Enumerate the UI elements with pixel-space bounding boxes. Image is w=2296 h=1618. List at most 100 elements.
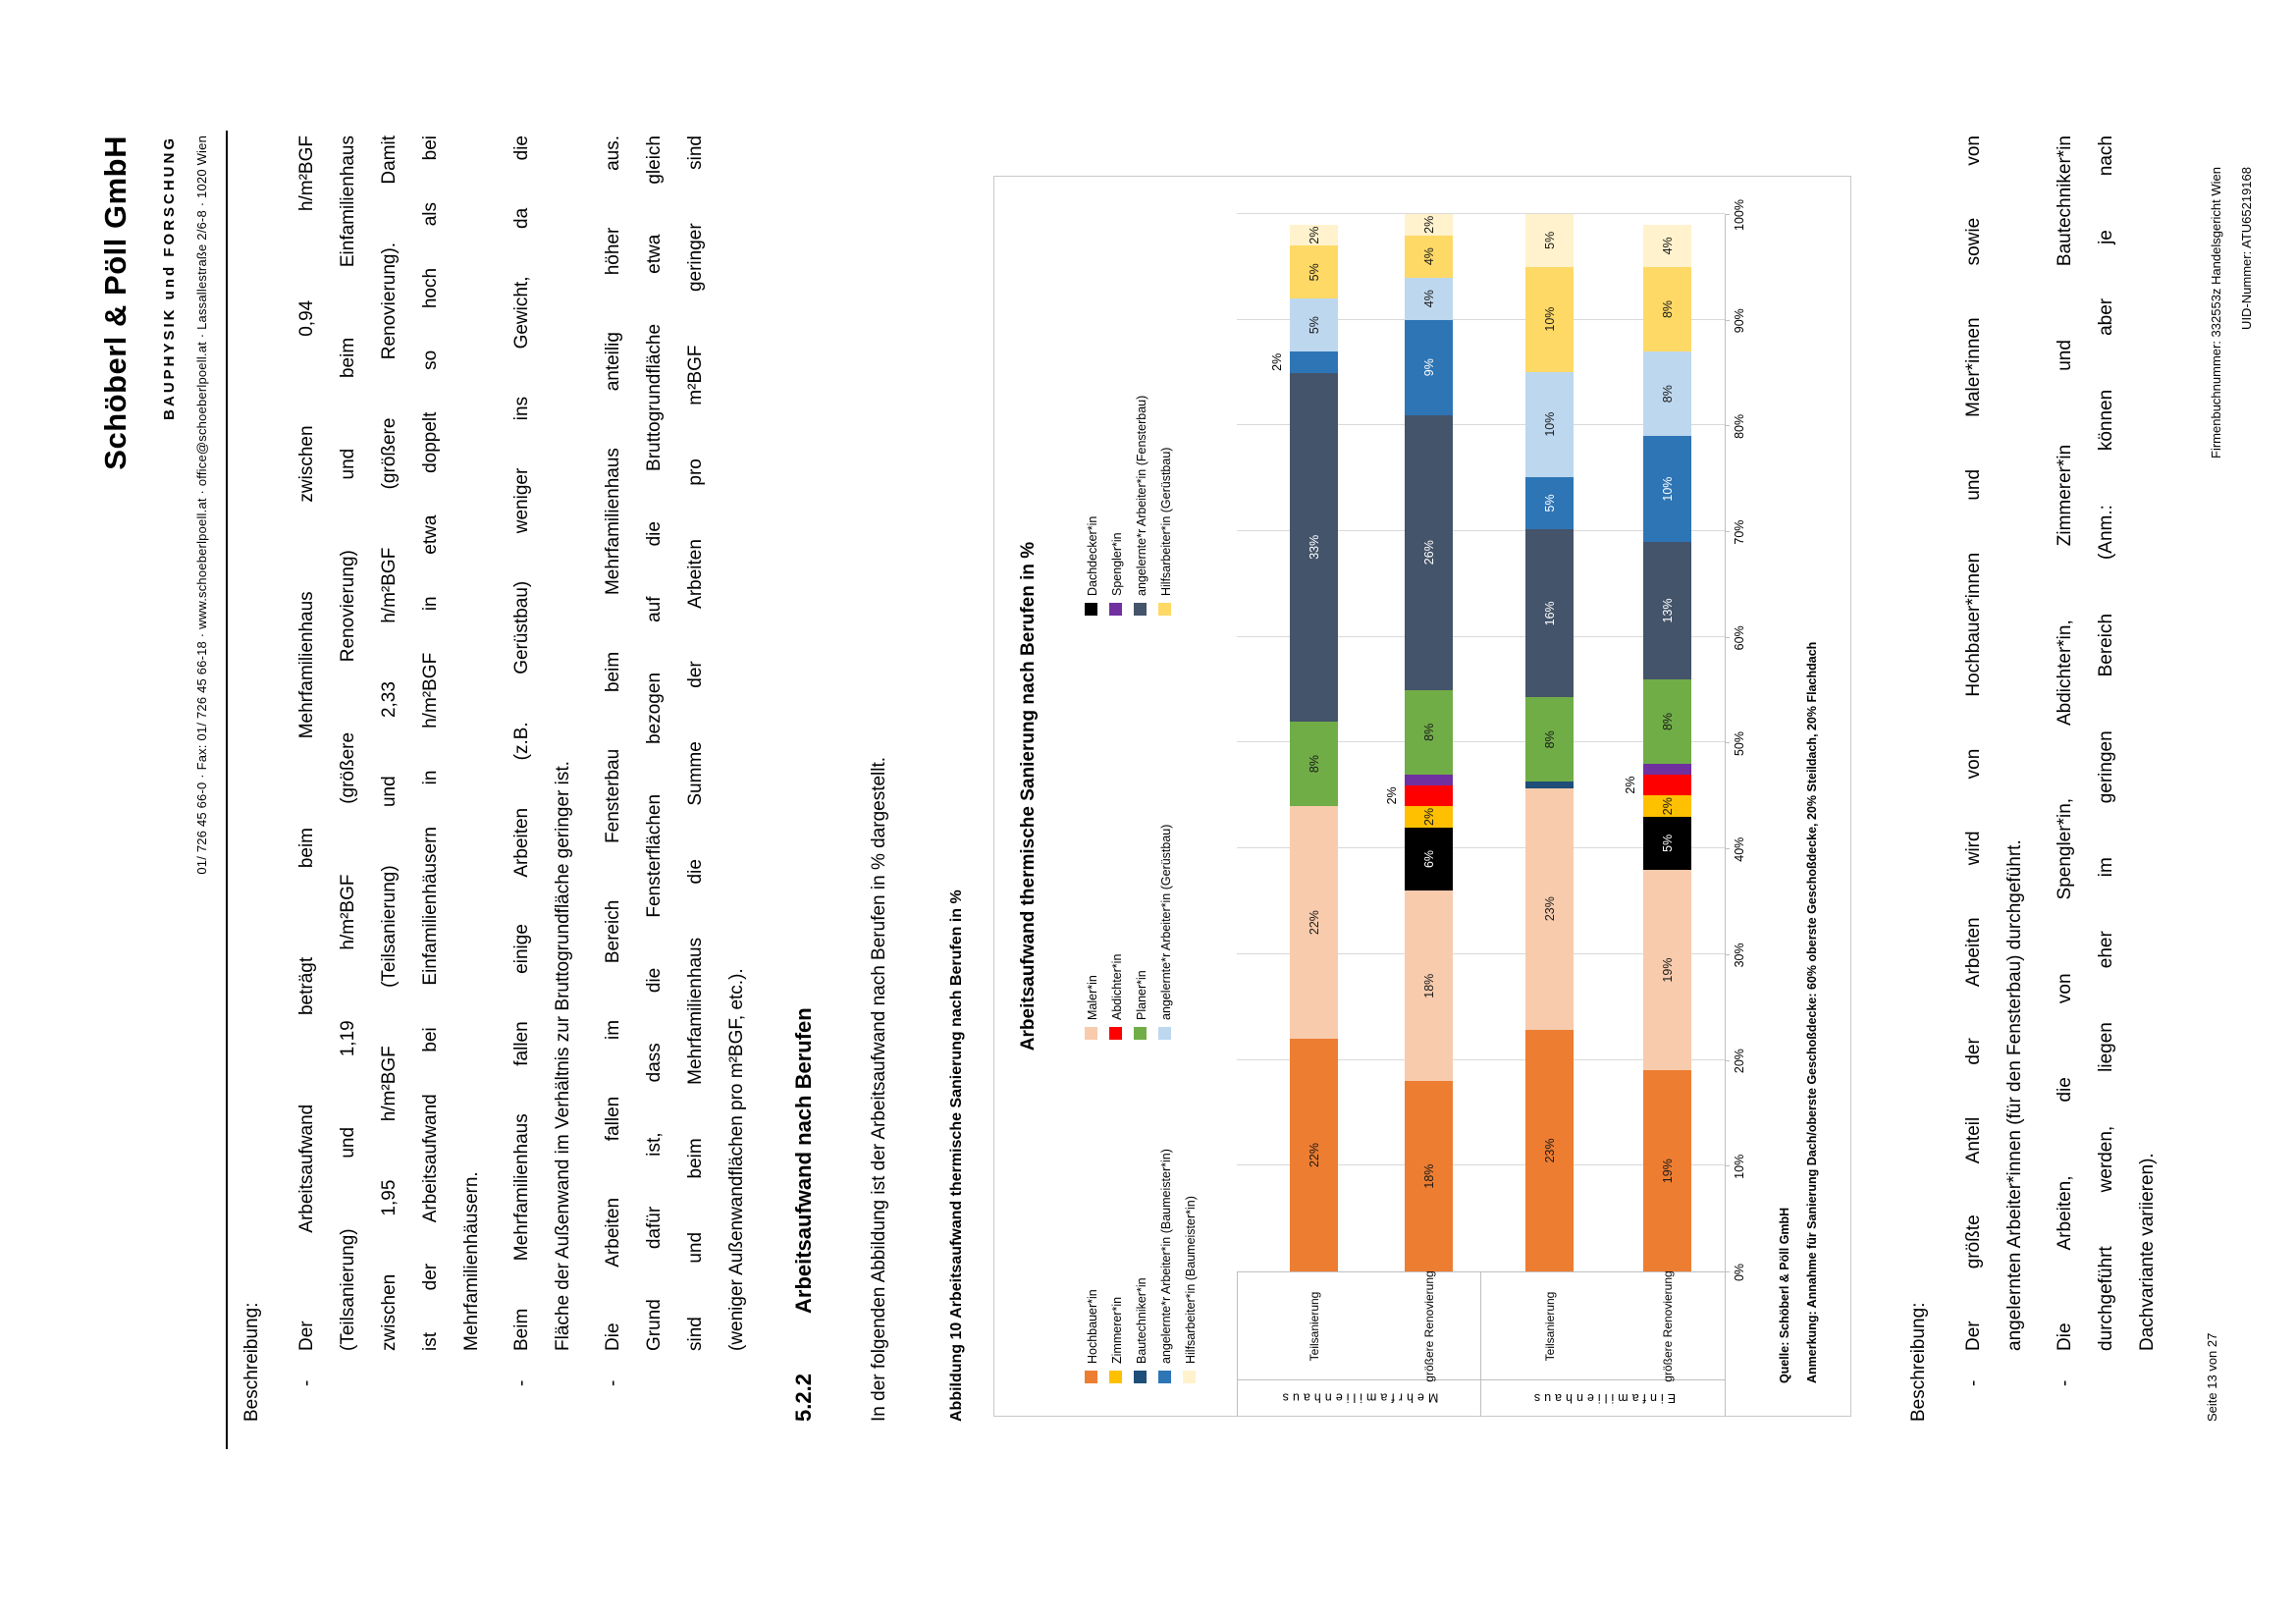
stacked-bar: 18% 18% 6% 2% 8% 26% 9% 4% 4% 2% xyxy=(1405,214,1453,1271)
legend-item: angelernte*r Arbeiter*in (Baumeister*in) xyxy=(1158,1149,1178,1383)
bar-segment: 8% xyxy=(1525,697,1574,782)
legend-swatch xyxy=(1158,1371,1171,1383)
axis-tick-label: 60% xyxy=(1733,625,1746,651)
floating-data-label: 2% xyxy=(1624,776,1637,794)
legend-swatch xyxy=(1085,603,1097,616)
bullet-item: - Der größte Anteil der Arbeiten wird von… xyxy=(1953,135,2036,1422)
axis-tick-mark xyxy=(1725,214,1730,215)
bar-segment: 8% xyxy=(1643,266,1691,352)
bar-segment: 5% xyxy=(1290,245,1338,299)
bar-segment xyxy=(1290,351,1338,373)
legend-label: Maler*in xyxy=(1086,975,1099,1020)
axis-tick-mark xyxy=(1725,742,1730,744)
header-rule xyxy=(226,131,228,1449)
company-logo: Schöberl & Pöll GmbH xyxy=(98,135,133,470)
bullet-item: - Die Arbeiten, die von Spengler*in, Abdi… xyxy=(2045,135,2168,1422)
bar-segment: 16% xyxy=(1525,529,1574,698)
legend-label: angelernte*r Arbeiter*in (Gerüstbau) xyxy=(1159,824,1173,1020)
group-label-cell: Einfamilienhaus xyxy=(1480,1380,1725,1416)
legend-item: Spengler*in xyxy=(1109,532,1129,616)
axis-tick-label: 70% xyxy=(1733,519,1746,545)
bullet-dash: - xyxy=(296,1379,317,1386)
bar-segment: 2% xyxy=(1643,795,1691,817)
group-label: Einfamilienhaus xyxy=(1529,1391,1676,1405)
bullet-line: (weniger Außenwandflächen pro m²BGF, etc… xyxy=(726,968,747,1351)
legend-swatch xyxy=(1134,1371,1147,1383)
bullet-line: Mehrfamilienhäusern. xyxy=(461,1171,482,1351)
bar-segment: 18% xyxy=(1405,890,1453,1082)
bullet-line: Der Arbeitsaufwand beträgt beim Mehrfami… xyxy=(296,135,317,1351)
legend-swatch xyxy=(1158,1027,1171,1040)
bullet-line: Beim Mehrfamilienhaus fallen einige Arbe… xyxy=(511,135,532,1351)
bar-segment: 4% xyxy=(1405,277,1453,320)
axis-tick-label: 100% xyxy=(1733,199,1746,231)
bar-segment: 8% xyxy=(1290,721,1338,807)
figure-10-chart: Arbeitsaufwand thermische Sanierung nach… xyxy=(993,176,1851,1417)
category-label: Teilsanierung xyxy=(1542,1291,1557,1362)
axis-tick-mark xyxy=(1725,1059,1730,1061)
bar-segment: 10% xyxy=(1643,436,1691,542)
axis-tick-mark xyxy=(1725,848,1730,850)
legend-label: Dachdecker*in xyxy=(1086,515,1099,596)
bar-segment xyxy=(1643,764,1691,775)
axis-tick-label: 90% xyxy=(1733,308,1746,334)
bar-segment: 22% xyxy=(1290,1039,1338,1271)
legend-swatch xyxy=(1109,603,1122,616)
legend-label: Bautechniker*in xyxy=(1135,1277,1148,1364)
legend-item: angelernte*r Arbeiter*in (Gerüstbau) xyxy=(1158,825,1178,1040)
figure-caption: Abbildung 10 Arbeitsaufwand thermische S… xyxy=(948,890,965,1422)
legend-label: Zimmerer*in xyxy=(1110,1296,1124,1364)
bar-segment: 19% xyxy=(1643,1070,1691,1271)
description-top-heading: Beschreibung: xyxy=(241,1302,262,1422)
bullet-line: Fläche der Außenwand im Verhältnis zur B… xyxy=(553,761,573,1351)
bullet-line: Dachvariante variieren). xyxy=(2137,1153,2158,1351)
bar-segment xyxy=(1643,774,1691,796)
bullet-item: - Der Arbeitsaufwand beträgt beim Mehrfam… xyxy=(287,135,493,1422)
bar-segment: 23% xyxy=(1525,787,1574,1030)
bar-segment: 2% xyxy=(1405,806,1453,828)
bar-segment: 19% xyxy=(1643,869,1691,1071)
legend-swatch xyxy=(1085,1027,1097,1040)
legend-swatch xyxy=(1109,1371,1122,1383)
legend-item: Hilfsarbeiter*in (Gerüstbau) xyxy=(1158,448,1178,616)
group-label: Mehrfamilienhaus xyxy=(1278,1390,1439,1405)
legend-item: angelernte*r Arbeiter*in (Fensterbau) xyxy=(1134,396,1153,616)
bar-segment: 13% xyxy=(1643,541,1691,679)
bullet-line: Grund dafür ist, dass die Fensterflächen… xyxy=(644,135,665,1351)
bar-segment: 8% xyxy=(1643,678,1691,765)
chart-source: Quelle: Schöberl & Pöll GmbH xyxy=(1778,1207,1791,1383)
legend-label: angelernte*r Arbeiter*in (Fensterbau) xyxy=(1135,395,1148,596)
bullet-dash: - xyxy=(603,1379,623,1386)
section-heading: 5.2.2 Arbeitsaufwand nach Berufen xyxy=(791,1007,817,1422)
stacked-bar: 22% 22% 8% 33% 5% 5% 2% xyxy=(1290,214,1338,1271)
stacked-bar: 19% 19% 5% 2% 8% 13% 10% 8% 8% 4% xyxy=(1643,214,1691,1271)
legend-swatch xyxy=(1158,603,1171,616)
legend-label: angelernte*r Arbeiter*in (Baumeister*in) xyxy=(1159,1149,1173,1364)
legend-label: Spengler*in xyxy=(1110,532,1124,596)
legend-item: Zimmerer*in xyxy=(1109,1297,1129,1383)
bullet-item: - Die Arbeiten fallen im Bereich Fensterb… xyxy=(593,135,758,1422)
axis-tick-mark xyxy=(1725,425,1730,427)
bar-segment: 5% xyxy=(1525,214,1574,267)
stacked-bar: 23% 23% 8% 16% 5% 10% 10% 5% xyxy=(1525,214,1574,1271)
legend-label: Hilfsarbeiter*in (Baumeister*in) xyxy=(1184,1196,1198,1364)
group-label-cell: Mehrfamilienhaus xyxy=(1237,1380,1480,1416)
description-bottom-heading: Beschreibung: xyxy=(1908,1302,1929,1422)
bar-segment xyxy=(1405,784,1453,807)
axis-tick-mark xyxy=(1725,531,1730,533)
bullet-line: ist der Arbeitsaufwand bei Einfamilienhä… xyxy=(420,135,441,1351)
bar-segment: 26% xyxy=(1405,414,1453,690)
label-area-line-bottom xyxy=(1725,1272,1726,1416)
bar-segment: 8% xyxy=(1643,351,1691,437)
description-top-bullets: - Der Arbeitsaufwand beträgt beim Mehrfam… xyxy=(287,135,767,1422)
bullet-line: sind und beim Mehrfamilienhaus die Summe… xyxy=(685,135,706,1351)
bar-segment: 5% xyxy=(1290,298,1338,352)
bullet-line: Der größte Anteil der Arbeiten wird von … xyxy=(1963,135,1984,1351)
axis-tick-mark xyxy=(1725,1271,1730,1272)
bar-segment: 5% xyxy=(1643,816,1691,870)
axis-tick-mark xyxy=(1725,953,1730,955)
legend-item: Hochbauer*in xyxy=(1085,1289,1104,1383)
legend-label: Abdichter*in xyxy=(1110,953,1124,1020)
